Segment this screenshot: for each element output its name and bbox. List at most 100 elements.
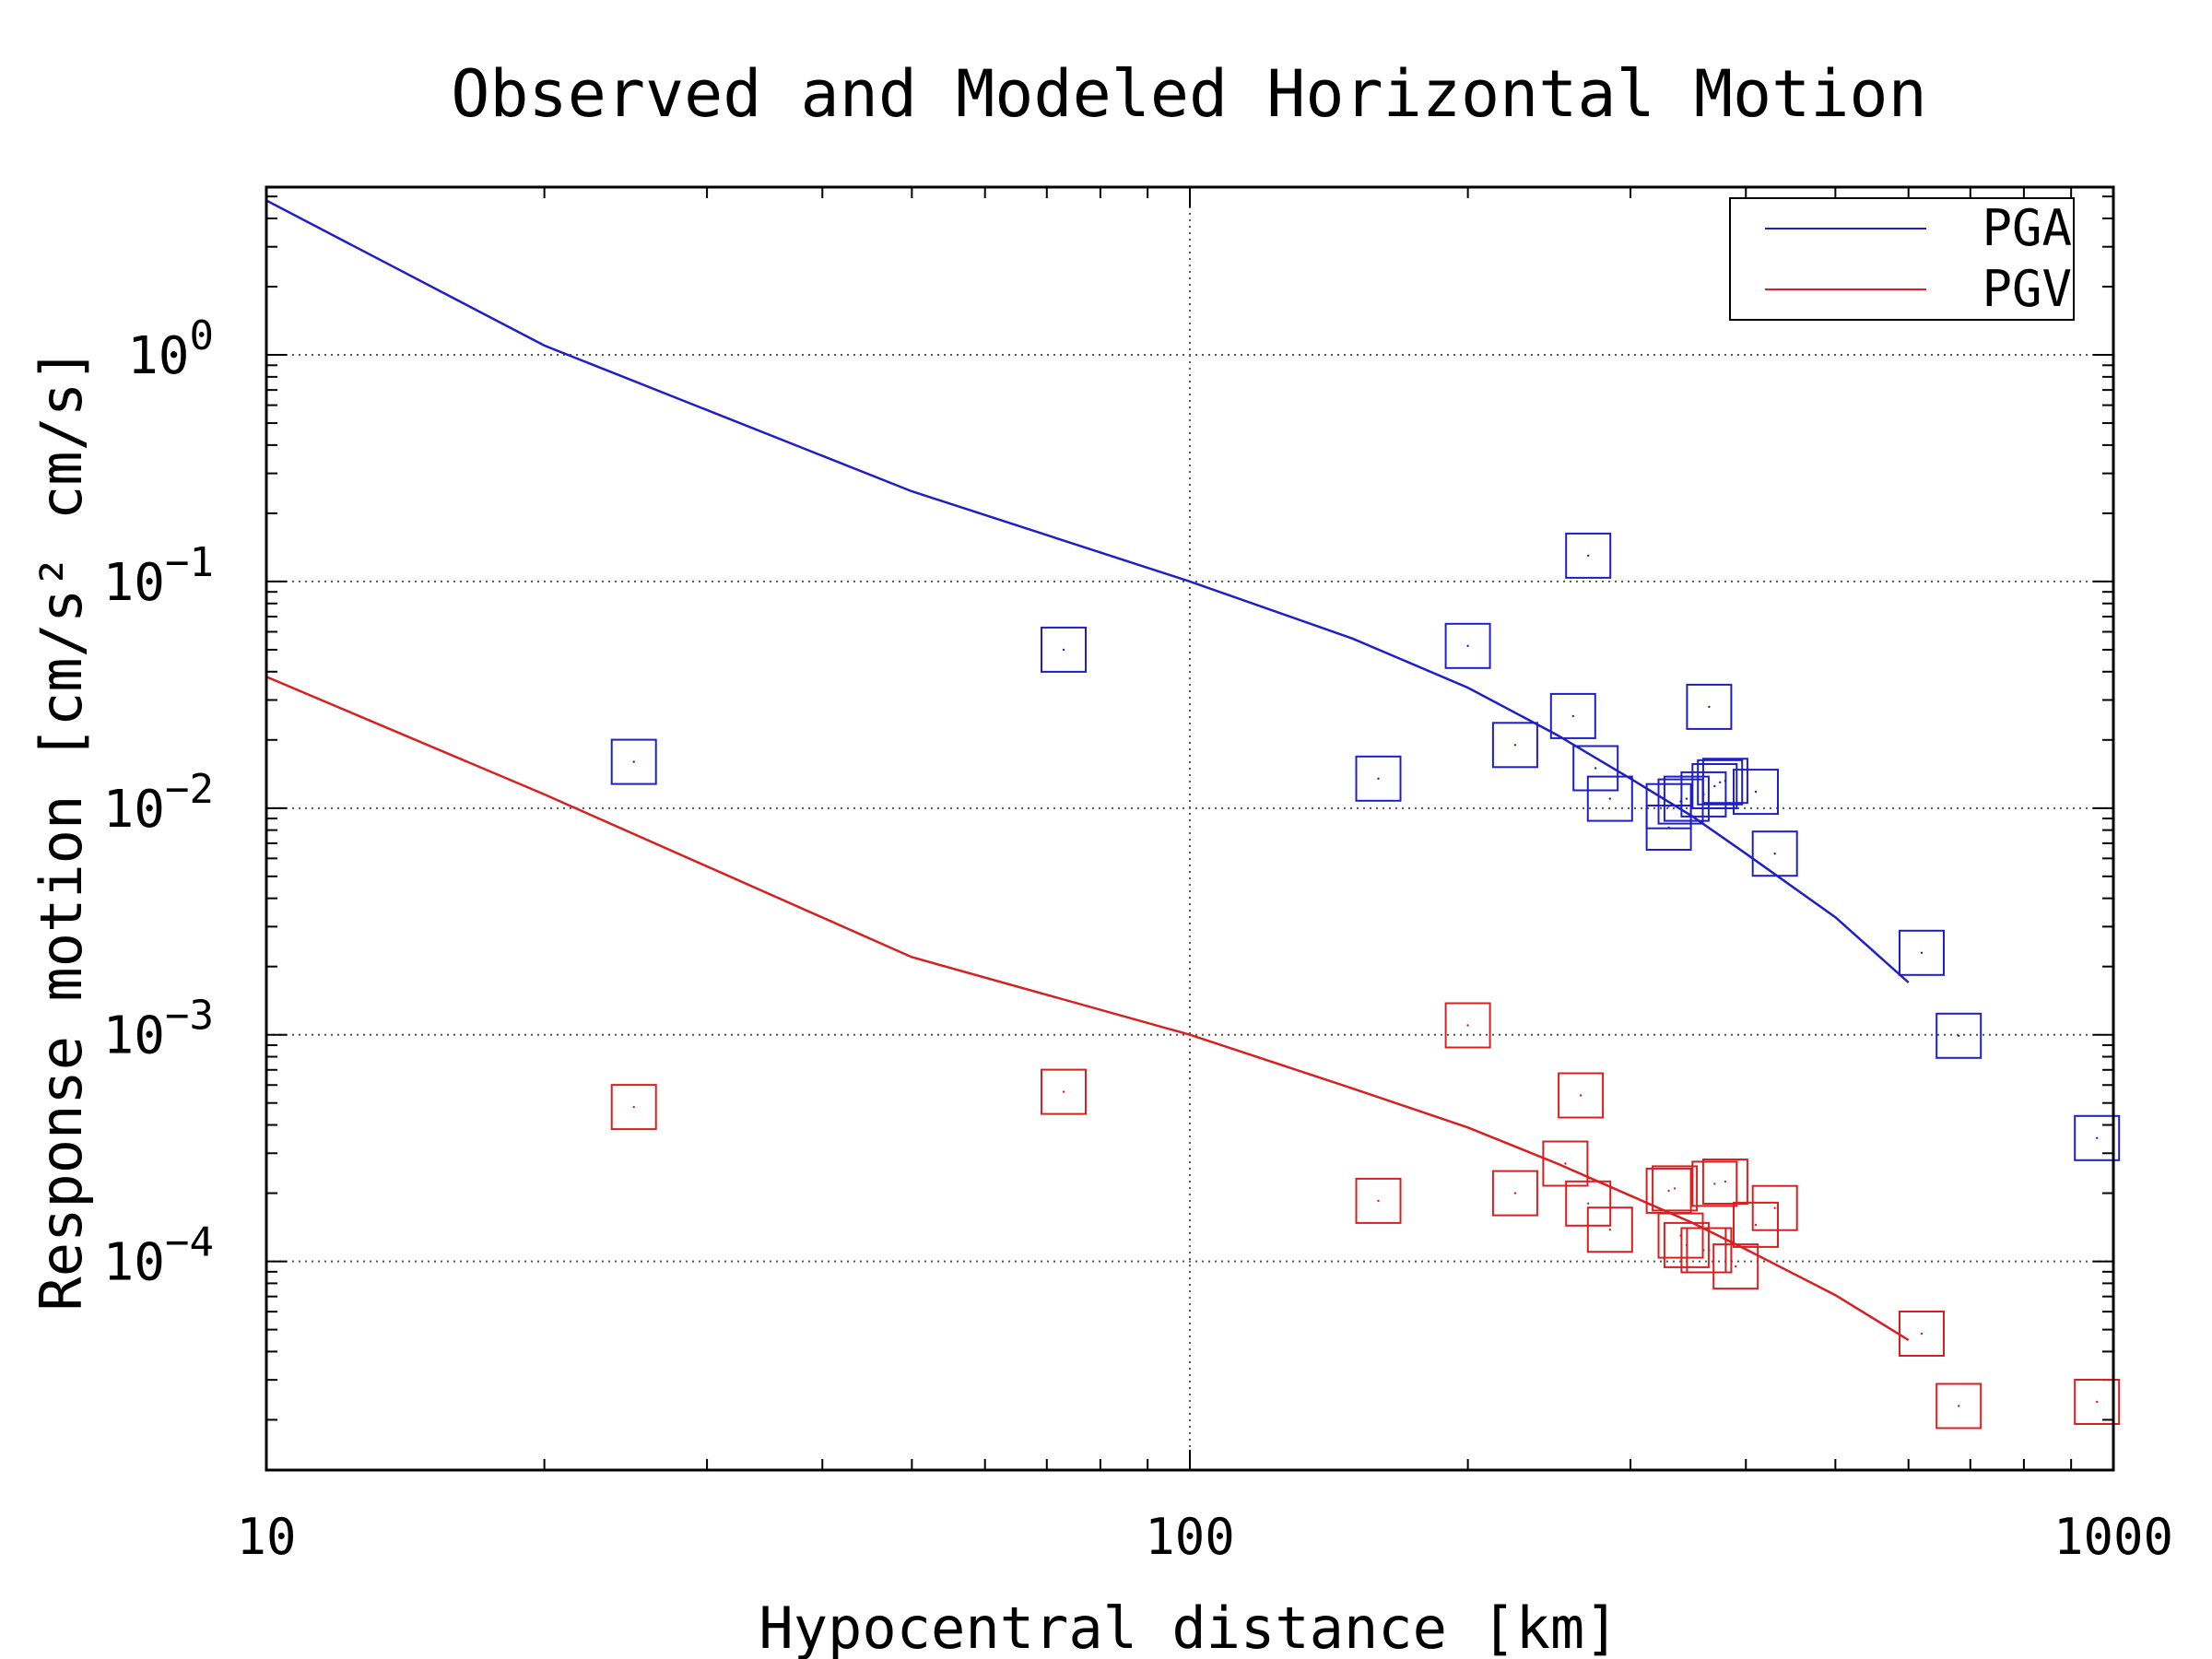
legend-pga-label: PGA bbox=[1982, 199, 2072, 257]
pga-observed-point bbox=[1701, 758, 1748, 805]
pgv-observed-point bbox=[2074, 1379, 2121, 1425]
y-axis-label: Response motion [cm/s² cm/s] bbox=[28, 347, 95, 1311]
pga-observed-point-center bbox=[1594, 767, 1597, 770]
pgv-observed-point-center bbox=[1713, 1182, 1716, 1185]
pga-observed-point bbox=[1751, 830, 1798, 877]
pga-observed-point-center bbox=[1754, 790, 1758, 794]
pga-observed-point-center bbox=[1513, 744, 1517, 747]
pga-observed-point bbox=[1355, 755, 1402, 802]
pgv-observed-point-center bbox=[1062, 1090, 1065, 1093]
pga-observed-point-center bbox=[1608, 797, 1612, 800]
pga-observed-point-center bbox=[1920, 951, 1924, 955]
pga-observed-point bbox=[1686, 683, 1733, 730]
pga-observed-point-center bbox=[1713, 784, 1716, 788]
y-tick-labels: 100 10−1 10−2 10−3 10−4 bbox=[103, 312, 214, 1293]
model-curves bbox=[266, 199, 1910, 1341]
pga-observed-point bbox=[1936, 1012, 1983, 1059]
pga-observed-point bbox=[1586, 775, 1633, 822]
pgv-observed-point bbox=[1444, 1002, 1491, 1049]
pgv-observed-point bbox=[1355, 1177, 1402, 1224]
pgv-observed-point-center bbox=[1587, 1202, 1590, 1206]
pgv-observed-point-center bbox=[1724, 1180, 1727, 1183]
pgv-observed-point bbox=[1936, 1382, 1983, 1430]
y-tick-label: 100 bbox=[127, 312, 214, 386]
pgv-observed-point-center bbox=[1466, 1024, 1469, 1027]
pgv-observed-point-center bbox=[1958, 1405, 1960, 1407]
pgv-observed-point bbox=[1691, 1160, 1738, 1207]
pgv-observed-point bbox=[1733, 1201, 1779, 1248]
pga-observed-point bbox=[1491, 722, 1538, 769]
y-tick-label: 10−1 bbox=[103, 539, 214, 613]
pga-observed-point-center bbox=[1571, 714, 1575, 718]
pgv-observed-point bbox=[610, 1084, 657, 1131]
y-tick-label: 10−4 bbox=[103, 1219, 214, 1293]
pgv-observed-point-center bbox=[1608, 1229, 1612, 1231]
pgv-observed-point bbox=[1899, 1311, 1945, 1357]
pga-observed-point-center bbox=[1708, 705, 1711, 709]
pga-observed-point-center bbox=[1377, 777, 1380, 780]
x-tick-label: 100 bbox=[1145, 1508, 1235, 1566]
grid-lines bbox=[266, 187, 2113, 1470]
pga-observed-point bbox=[1691, 763, 1738, 809]
x-tick-label: 1000 bbox=[2053, 1508, 2173, 1566]
pgv-observed-point-center bbox=[1773, 1206, 1776, 1209]
pgv-observed-point-center bbox=[2096, 1400, 2099, 1404]
pgv-model-curve bbox=[266, 676, 1910, 1341]
pga-observed-point-center bbox=[1667, 805, 1670, 807]
pgv-observed-point bbox=[1652, 1165, 1699, 1212]
pga-observed-point bbox=[2074, 1114, 2121, 1161]
pga-observed-point-center bbox=[632, 760, 635, 763]
legend-pgv-label: PGV bbox=[1982, 260, 2072, 318]
pgv-observed-point-center bbox=[1377, 1199, 1380, 1203]
x-tick-label: 10 bbox=[236, 1508, 296, 1566]
pga-model-curve bbox=[266, 199, 1910, 983]
pgv-observed-point bbox=[1712, 1243, 1759, 1290]
pgv-observed-point-center bbox=[1579, 1094, 1583, 1097]
pga-observed-point-center bbox=[1773, 853, 1776, 855]
observed-points bbox=[610, 532, 2121, 1430]
pga-observed-point-center bbox=[1958, 1034, 1960, 1038]
pga-observed-point bbox=[610, 738, 657, 785]
pga-observed-point bbox=[1041, 626, 1087, 673]
pga-observed-point bbox=[1697, 759, 1744, 806]
pga-observed-point-center bbox=[2096, 1136, 2099, 1140]
pgv-observed-point-center bbox=[1673, 1187, 1677, 1190]
pgv-observed-point-center bbox=[1920, 1332, 1924, 1335]
pga-observed-point bbox=[1733, 769, 1779, 816]
pga-observed-point bbox=[1444, 622, 1491, 669]
legend: PGA PGV bbox=[1729, 197, 2075, 321]
plot-frame bbox=[265, 185, 2115, 1472]
pgv-observed-point-center bbox=[1754, 1223, 1758, 1227]
x-tick-labels: 10 100 1000 bbox=[236, 1508, 2173, 1566]
pga-observed-point bbox=[1899, 929, 1945, 976]
pga-observed-point bbox=[1549, 692, 1596, 739]
chart-title: Observed and Modeled Horizontal Motion bbox=[451, 56, 1926, 132]
pgv-observed-point bbox=[1491, 1170, 1538, 1217]
pga-observed-point-center bbox=[1466, 644, 1469, 647]
pgv-observed-point-center bbox=[1708, 1249, 1711, 1252]
pga-observed-point-center bbox=[1685, 797, 1688, 800]
pga-observed-point-center bbox=[1719, 781, 1722, 783]
pgv-observed-point-center bbox=[1702, 1249, 1705, 1252]
pga-observed-point bbox=[1663, 775, 1710, 822]
pgv-observed-point-center bbox=[632, 1105, 635, 1109]
minor-ticks bbox=[265, 187, 2114, 1470]
pgv-observed-point bbox=[1041, 1068, 1087, 1115]
pgv-observed-point-center bbox=[1667, 1189, 1670, 1193]
legend-box bbox=[1729, 197, 2075, 321]
pgv-observed-point bbox=[1686, 1227, 1733, 1274]
pgv-observed-point-center bbox=[1564, 1162, 1567, 1165]
pgv-observed-point bbox=[1558, 1072, 1605, 1119]
pga-observed-point bbox=[1565, 532, 1612, 579]
pgv-observed-point bbox=[1751, 1184, 1798, 1231]
pgv-observed-point-center bbox=[1735, 1265, 1737, 1268]
x-axis-label: Hypocentral distance [km] bbox=[759, 1594, 1618, 1659]
y-tick-label: 10−3 bbox=[103, 993, 214, 1066]
pgv-observed-point-center bbox=[1513, 1192, 1517, 1194]
pga-observed-point-center bbox=[1587, 554, 1590, 558]
pgv-observed-point bbox=[1701, 1159, 1748, 1205]
pga-observed-point bbox=[1645, 782, 1692, 830]
pga-observed-point-center bbox=[1062, 648, 1065, 652]
y-tick-label: 10−2 bbox=[103, 766, 214, 840]
